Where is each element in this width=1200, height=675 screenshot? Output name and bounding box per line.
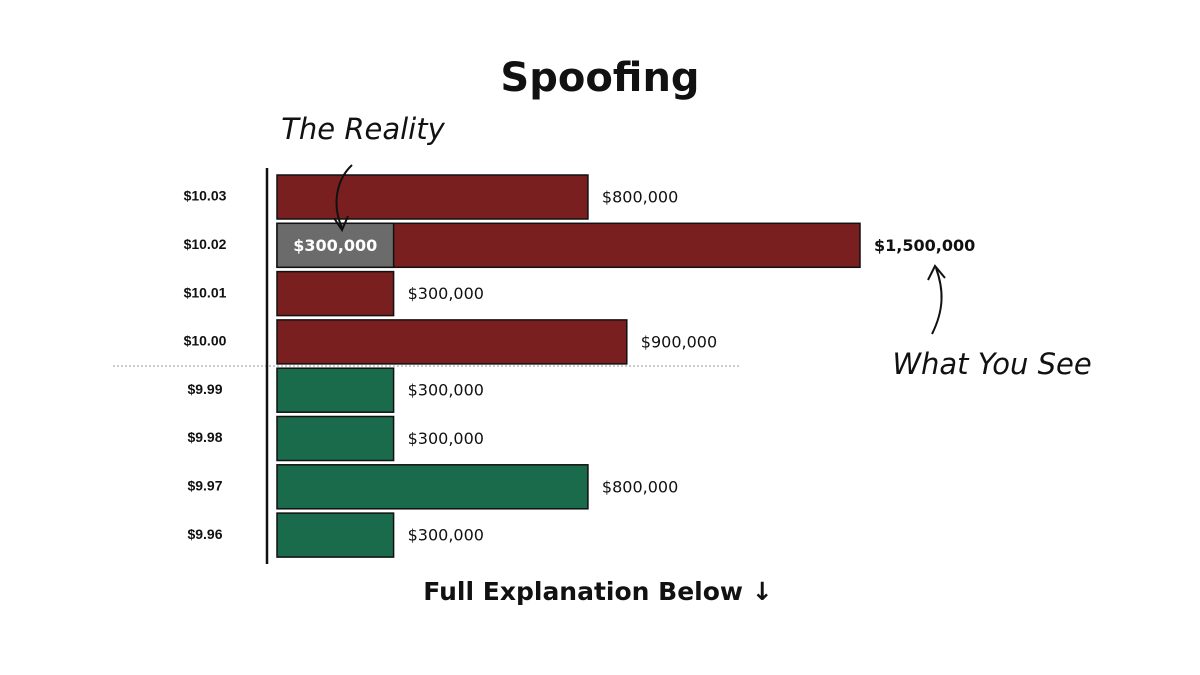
arrow-reality (335, 164, 353, 229)
value-label: $300,000 (408, 429, 484, 448)
y-tick-label: $9.98 (187, 429, 222, 445)
chart-title: Spoofing (500, 55, 699, 101)
bars: $10.03 $800,000 $10.02 $300,000 $1,500,000 $1… (184, 174, 975, 558)
y-tick-label: $10.01 (184, 284, 227, 300)
annotation-reality: The Reality (281, 112, 445, 146)
bar (276, 174, 589, 220)
y-tick-label: $10.03 (184, 188, 227, 204)
value-label: $900,000 (641, 332, 717, 351)
bar (276, 270, 395, 317)
value-label: $300,000 (408, 526, 484, 545)
arrow-head (927, 264, 946, 281)
bar (276, 464, 589, 510)
y-tick-label: $9.99 (187, 381, 222, 397)
value-label: $800,000 (602, 188, 678, 207)
bar (276, 512, 395, 558)
y-tick-label: $10.00 (184, 333, 227, 349)
y-tick-label: $10.02 (184, 236, 227, 252)
value-label: $300,000 (408, 284, 484, 303)
value-label: $300,000 (408, 381, 484, 400)
y-tick-label: $9.97 (187, 478, 222, 494)
value-label: $800,000 (602, 477, 678, 496)
bar (276, 367, 395, 413)
overlay-value-label: $300,000 (293, 236, 377, 255)
arrow-head (333, 215, 349, 233)
bar (276, 319, 628, 365)
y-tick-label: $9.96 (187, 526, 222, 542)
bar (276, 415, 395, 462)
annotation-what-you-see: What You See (892, 347, 1091, 381)
footer-note: Full Explanation Below ↓ (423, 577, 772, 606)
value-label: $1,500,000 (874, 236, 975, 255)
overlay-bar (276, 222, 395, 269)
arrow-what-you-see (931, 267, 943, 335)
